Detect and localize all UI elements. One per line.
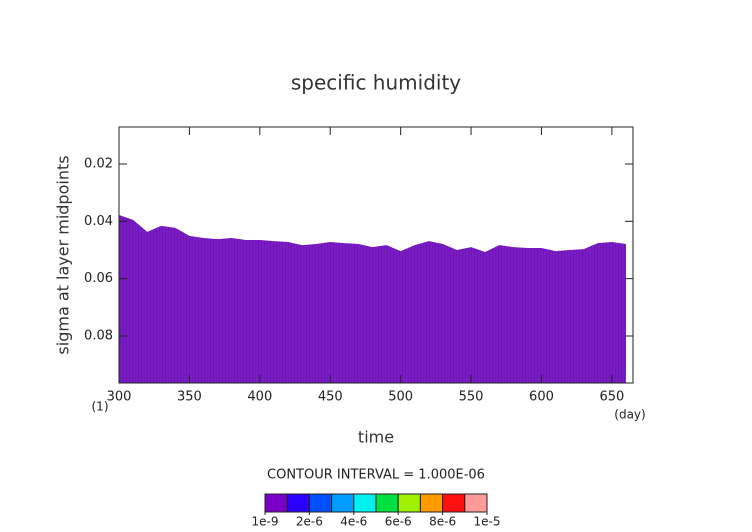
colorbar-label: 8e-6: [429, 515, 456, 529]
colorbar-box: [464, 493, 488, 513]
y-tick-label: 0.04: [84, 214, 113, 229]
contour-note: CONTOUR INTERVAL = 1.000E-06: [267, 468, 485, 483]
colorbar-box: [331, 493, 355, 513]
colorbar-box: [419, 493, 444, 513]
colorbar-box: [375, 493, 399, 513]
colorbar-label: 6e-6: [385, 515, 412, 529]
y-tick-label: 0.02: [84, 156, 113, 171]
x-unit: (day): [614, 408, 645, 422]
colorbar-label: 1e-5: [474, 515, 501, 529]
x-tick-label: 300: [107, 390, 132, 405]
x-tick-label: 400: [247, 390, 272, 405]
x-tick-label: 500: [388, 390, 413, 405]
x-unit-note: (1): [92, 400, 109, 414]
x-tick-label: 650: [599, 390, 624, 405]
x-tick-label: 600: [529, 390, 554, 405]
colorbar-box: [353, 493, 377, 513]
y-tick-label: 0.08: [84, 328, 113, 343]
x-tick-label: 550: [459, 390, 484, 405]
area-texture: [119, 215, 626, 383]
colorbar-box: [308, 493, 333, 513]
chart-title: specific humidity: [291, 71, 461, 95]
y-axis-label: sigma at layer midpoints: [54, 155, 73, 354]
x-axis-label: time: [358, 428, 394, 447]
x-tick-label: 350: [177, 390, 202, 405]
y-tick-label: 0.06: [84, 271, 113, 286]
colorbar-box: [264, 493, 288, 513]
colorbar-label: 4e-6: [340, 515, 367, 529]
x-tick-label: 450: [318, 390, 343, 405]
colorbar-box: [286, 493, 310, 513]
colorbar-label: 1e-9: [252, 515, 279, 529]
colorbar-label: 2e-6: [296, 515, 323, 529]
colorbar-box: [442, 493, 466, 513]
colorbar-box: [397, 493, 421, 513]
plot-frame: [118, 126, 634, 384]
